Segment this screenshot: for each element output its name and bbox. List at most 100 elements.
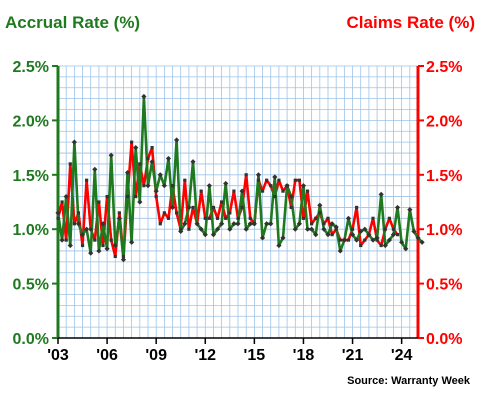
claims-rate-point: [64, 238, 68, 242]
accrual-rate-point: [239, 188, 245, 194]
claims-rate-point: [224, 216, 228, 220]
claims-rate-point: [220, 200, 224, 204]
accrual-rate-point: [378, 191, 384, 197]
claims-rate-point: [97, 200, 101, 204]
claims-rate-point: [322, 222, 326, 226]
claims-rate-point: [236, 216, 240, 220]
accrual-rate-point: [394, 204, 401, 211]
claims-rate-point: [326, 216, 330, 220]
claims-rate-point: [363, 238, 367, 242]
accrual-rate-point: [296, 221, 302, 227]
accrual-rate-point: [419, 239, 425, 245]
claims-rate-point: [121, 254, 126, 258]
claims-rate-point: [232, 189, 236, 193]
left-y-tick-label: 2.5%: [13, 59, 49, 76]
claims-rate-point: [203, 216, 207, 220]
x-tick-label: '15: [244, 347, 266, 364]
accrual-rate-point: [120, 257, 127, 263]
accrual-rate-point: [141, 93, 147, 100]
claims-rate-point: [330, 233, 334, 237]
claims-rate-point: [240, 205, 244, 210]
accrual-rate-point: [206, 183, 212, 189]
claims-rate-point: [314, 216, 318, 220]
left-y-tick-label: 1.5%: [13, 168, 49, 185]
claims-rate-point: [350, 227, 355, 231]
accrual-rate-point: [63, 193, 69, 200]
accrual-rate-point: [108, 152, 114, 158]
accrual-rate-point: [399, 239, 405, 245]
claims-rate-point: [281, 189, 285, 193]
accrual-rate-point: [169, 204, 176, 211]
accrual-rate-point: [268, 221, 274, 227]
claims-rate-point: [175, 211, 179, 215]
left-y-tick-label: 2.0%: [13, 113, 49, 130]
accrual-rate-point: [79, 232, 86, 238]
accrual-rate-point: [124, 170, 131, 176]
claims-rate-point: [166, 216, 171, 220]
accrual-rate-point: [84, 226, 90, 232]
accrual-rate-point: [88, 250, 94, 256]
left-axis-title: Accrual Rate (%): [5, 13, 140, 32]
left-y-tick-label: 0.0%: [13, 331, 49, 348]
claims-rate-point: [60, 200, 64, 204]
accrual-rate-point: [251, 221, 257, 227]
accrual-rate-point: [186, 204, 192, 211]
accrual-rate-point: [272, 174, 278, 180]
accrual-rate-point: [153, 188, 159, 194]
claims-rate-point: [101, 243, 105, 248]
claims-rate-point: [293, 178, 297, 182]
claims-rate-point: [150, 146, 154, 150]
accrual-rate-point: [333, 224, 339, 230]
accrual-rate-point: [59, 237, 65, 243]
claims-rate-point: [170, 184, 175, 188]
accrual-rate-point: [227, 226, 233, 232]
accrual-rate-point: [300, 183, 307, 189]
accrual-rate-point: [133, 145, 139, 151]
accrual-rate-point: [325, 232, 331, 238]
claims-rate-point: [297, 178, 301, 182]
claims-rate-point: [207, 216, 211, 220]
claims-rate-point: [391, 227, 396, 231]
accrual-rate-point: [67, 242, 73, 249]
claims-rate-point: [183, 178, 187, 182]
accrual-rate-point: [116, 215, 122, 221]
accrual-rate-point: [259, 235, 266, 241]
accrual-rate-point: [71, 139, 77, 145]
accrual-rate-point: [288, 193, 294, 200]
accrual-rate-point: [386, 237, 392, 243]
claims-rate-point: [273, 194, 277, 199]
x-tick-label: '12: [194, 347, 216, 364]
claims-rate-point: [130, 140, 134, 144]
accrual-rate-point: [349, 232, 356, 238]
accrual-rate-point: [341, 237, 347, 243]
accrual-rate-point: [165, 155, 172, 162]
left-y-ticks: 0.0% 0.5% 1.0% 1.5% 2.0% 2.5%: [13, 59, 58, 348]
accrual-rate-point: [321, 226, 327, 232]
accrual-rate-point: [243, 226, 249, 232]
claims-rate-point: [260, 189, 265, 193]
accrual-rate-point: [382, 242, 388, 249]
accrual-rate-point: [174, 137, 180, 143]
claims-rate-point: [93, 238, 97, 242]
claims-rate-point: [310, 222, 314, 226]
claims-rate-point: [158, 222, 162, 226]
right-y-tick-label: 2.5%: [426, 59, 462, 76]
claims-rate-point: [134, 194, 138, 199]
accrual-rate-point: [202, 232, 208, 238]
accrual-rate-point: [276, 242, 282, 249]
claims-rate-point: [187, 227, 191, 231]
claims-rate-point: [305, 189, 310, 193]
left-y-tick-label: 1.0%: [13, 222, 49, 239]
accrual-rate-point: [337, 248, 343, 254]
claims-rate-point: [338, 238, 342, 242]
series-layer: [55, 93, 425, 263]
accrual-rate-point: [309, 226, 315, 232]
accrual-rate-point: [374, 235, 380, 241]
accrual-rate-point: [161, 183, 167, 189]
claims-rate-point: [387, 216, 391, 220]
claims-rate-point: [211, 205, 216, 210]
claims-rate-point: [146, 156, 150, 161]
claims-rate-point: [68, 162, 72, 166]
accrual-rate-point: [210, 232, 217, 238]
